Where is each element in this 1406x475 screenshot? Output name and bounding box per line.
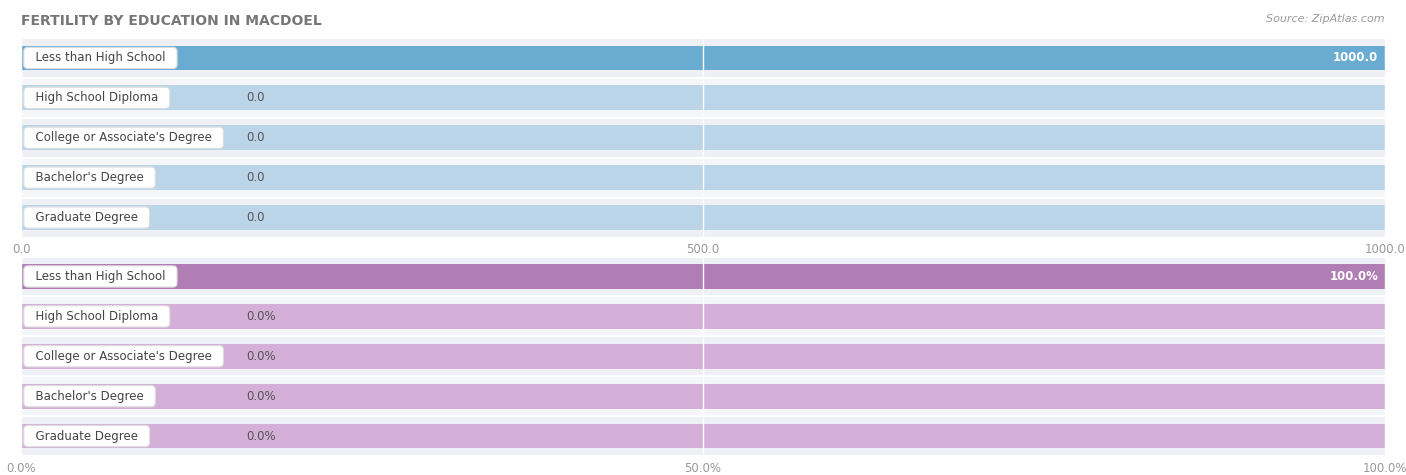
Bar	[21, 38, 1385, 78]
Text: 0.0: 0.0	[246, 211, 264, 224]
Text: FERTILITY BY EDUCATION IN MACDOEL: FERTILITY BY EDUCATION IN MACDOEL	[21, 14, 322, 28]
Text: High School Diploma: High School Diploma	[28, 310, 166, 323]
Text: 0.0%: 0.0%	[246, 350, 276, 363]
Text: 0.0: 0.0	[246, 171, 264, 184]
Bar	[21, 296, 1385, 336]
Text: 0.0: 0.0	[246, 131, 264, 144]
Bar	[21, 264, 1385, 289]
Bar	[21, 205, 1385, 230]
Text: 1000.0: 1000.0	[1333, 51, 1378, 65]
Bar	[21, 376, 1385, 416]
Text: 100.0%: 100.0%	[1329, 270, 1378, 283]
Bar	[21, 158, 1385, 198]
Bar	[21, 304, 1385, 329]
Bar	[21, 424, 1385, 448]
Bar	[21, 256, 1385, 296]
Text: 0.0: 0.0	[246, 91, 264, 104]
Bar	[21, 78, 1385, 118]
Text: Less than High School: Less than High School	[28, 51, 173, 65]
Text: 0.0%: 0.0%	[246, 429, 276, 443]
Bar	[21, 125, 1385, 150]
Bar	[21, 118, 1385, 158]
Bar	[21, 46, 1385, 70]
Text: College or Associate's Degree: College or Associate's Degree	[28, 350, 219, 363]
Text: Source: ZipAtlas.com: Source: ZipAtlas.com	[1267, 14, 1385, 24]
Text: Graduate Degree: Graduate Degree	[28, 211, 145, 224]
Text: Bachelor's Degree: Bachelor's Degree	[28, 171, 152, 184]
Text: Bachelor's Degree: Bachelor's Degree	[28, 390, 152, 403]
Bar	[21, 86, 1385, 110]
Text: 0.0%: 0.0%	[246, 390, 276, 403]
Text: High School Diploma: High School Diploma	[28, 91, 166, 104]
Bar	[21, 198, 1385, 238]
Bar	[21, 336, 1385, 376]
Text: 0.0%: 0.0%	[246, 310, 276, 323]
Bar	[21, 165, 1385, 190]
Text: College or Associate's Degree: College or Associate's Degree	[28, 131, 219, 144]
Text: Less than High School: Less than High School	[28, 270, 173, 283]
Bar	[21, 416, 1385, 456]
Bar	[21, 344, 1385, 369]
Bar	[21, 264, 1385, 289]
Bar	[21, 384, 1385, 408]
Text: Graduate Degree: Graduate Degree	[28, 429, 145, 443]
Bar	[21, 46, 1385, 70]
